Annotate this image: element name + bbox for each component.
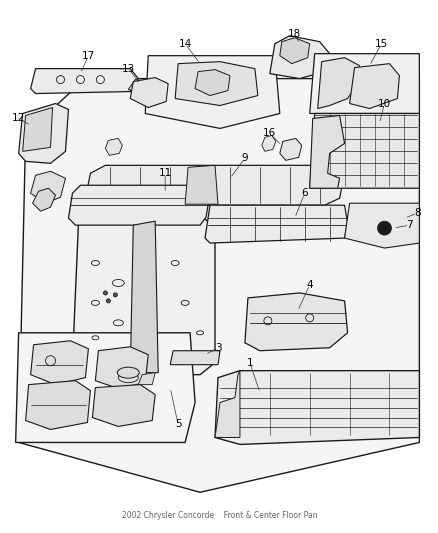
- Text: 12: 12: [12, 114, 25, 124]
- Polygon shape: [309, 54, 418, 114]
- Circle shape: [106, 299, 110, 303]
- Text: 1: 1: [246, 358, 253, 368]
- Text: 17: 17: [81, 51, 95, 61]
- Text: 7: 7: [405, 220, 412, 230]
- Polygon shape: [32, 188, 55, 211]
- Polygon shape: [105, 139, 122, 155]
- Circle shape: [103, 291, 107, 295]
- Polygon shape: [130, 221, 158, 373]
- Polygon shape: [138, 373, 155, 385]
- Polygon shape: [25, 381, 90, 430]
- Circle shape: [377, 221, 391, 235]
- Ellipse shape: [118, 373, 138, 383]
- Text: 16: 16: [263, 128, 276, 139]
- Polygon shape: [95, 347, 148, 389]
- Polygon shape: [85, 165, 344, 205]
- Polygon shape: [317, 58, 359, 109]
- Text: 6: 6: [301, 188, 307, 198]
- Text: 2002 Chrysler Concorde    Front & Center Floor Pan: 2002 Chrysler Concorde Front & Center Fl…: [122, 511, 317, 520]
- Polygon shape: [31, 69, 138, 94]
- Text: 10: 10: [377, 99, 390, 109]
- Polygon shape: [344, 203, 418, 248]
- Polygon shape: [130, 78, 168, 108]
- Polygon shape: [170, 351, 219, 365]
- Polygon shape: [31, 171, 65, 203]
- Text: 9: 9: [241, 154, 247, 163]
- Polygon shape: [269, 36, 329, 78]
- Polygon shape: [279, 139, 301, 160]
- Polygon shape: [31, 341, 88, 385]
- Polygon shape: [215, 370, 240, 438]
- Ellipse shape: [117, 367, 139, 378]
- Text: 18: 18: [287, 29, 301, 39]
- Polygon shape: [194, 70, 230, 95]
- Text: 3: 3: [214, 343, 221, 353]
- Polygon shape: [349, 63, 399, 109]
- Polygon shape: [309, 116, 344, 188]
- Polygon shape: [128, 78, 138, 91]
- Text: 5: 5: [174, 419, 181, 430]
- Text: 8: 8: [413, 208, 420, 218]
- Polygon shape: [205, 205, 347, 243]
- Polygon shape: [68, 185, 209, 225]
- Polygon shape: [16, 333, 194, 442]
- Polygon shape: [185, 165, 218, 204]
- Text: 4: 4: [306, 280, 312, 290]
- Polygon shape: [309, 114, 418, 188]
- Polygon shape: [261, 135, 275, 151]
- Polygon shape: [175, 62, 257, 106]
- Polygon shape: [18, 103, 68, 163]
- Polygon shape: [72, 215, 215, 375]
- Polygon shape: [23, 108, 53, 151]
- Text: 15: 15: [374, 39, 387, 49]
- Polygon shape: [145, 55, 279, 128]
- Polygon shape: [92, 385, 155, 426]
- Text: 11: 11: [158, 168, 171, 179]
- Circle shape: [113, 293, 117, 297]
- Text: 13: 13: [121, 63, 134, 74]
- Polygon shape: [215, 370, 418, 445]
- Polygon shape: [279, 38, 309, 63]
- Polygon shape: [244, 293, 347, 351]
- Text: 14: 14: [178, 39, 191, 49]
- Polygon shape: [18, 78, 418, 492]
